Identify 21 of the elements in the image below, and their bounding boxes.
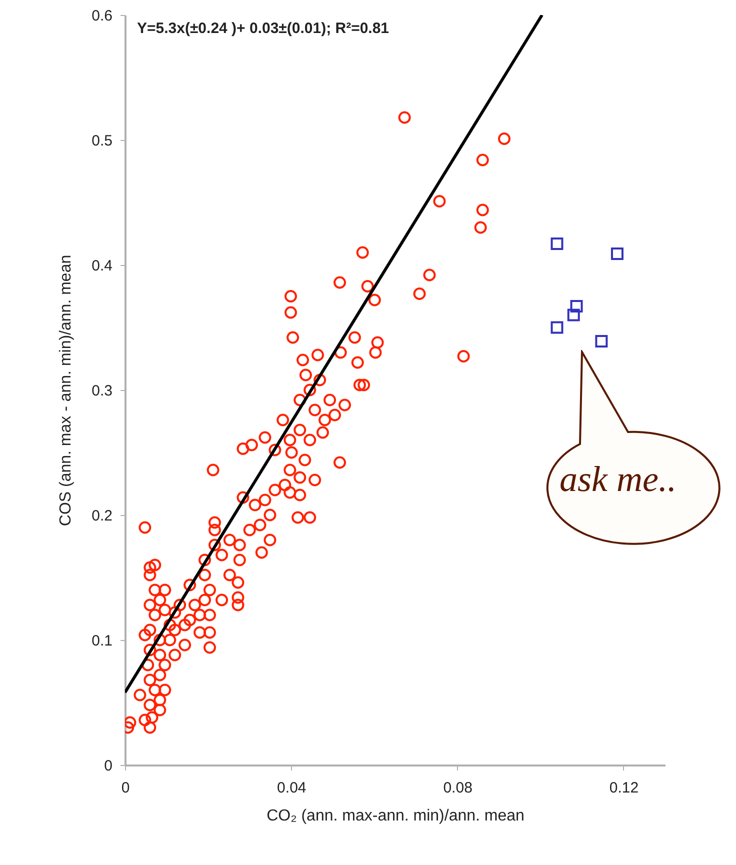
y-tick-label: 0.5 (92, 132, 112, 150)
point (610, 248, 624, 260)
y-tick-label: 0.1 (92, 632, 112, 650)
y-tick-label: 0.3 (92, 382, 112, 400)
point (595, 335, 608, 348)
point (567, 308, 580, 322)
x-tick-label: 0.08 (443, 780, 472, 796)
point (550, 238, 564, 250)
annotation: Y=5.3x(±0.24 )+ 0.03±(0.01); R²=0.81 (137, 20, 390, 37)
x-tick-label: 0 (121, 780, 130, 796)
x-axis-title: CO₂ (ann. max-ann. min)/ann. mean (266, 808, 524, 824)
x-tick-label: 0.12 (609, 780, 639, 796)
y-tick-label: 0 (104, 758, 112, 774)
point (570, 300, 583, 312)
annotation: ask me.. (558, 458, 678, 500)
x-tick-label: 0.04 (277, 780, 306, 796)
y-tick-label: 0.4 (92, 258, 112, 274)
point (550, 321, 564, 334)
y-axis-title: COS (ann. max - ann. min)/ann. mean (58, 254, 75, 526)
y-tick-label: 0.6 (92, 8, 112, 24)
y-tick-label: 0.2 (92, 508, 112, 524)
